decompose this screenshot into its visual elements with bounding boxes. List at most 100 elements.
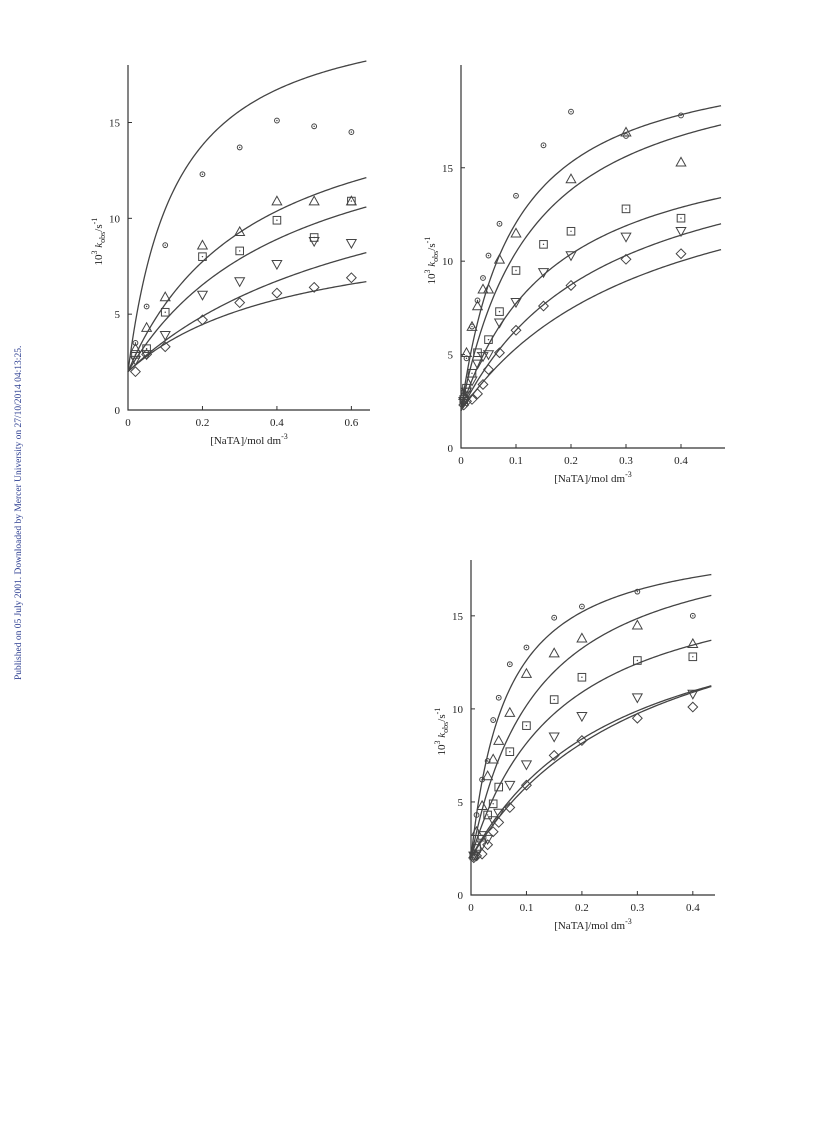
- fit-curve-diamond: [470, 685, 712, 859]
- data-point-square: [235, 246, 244, 256]
- data-point-square-dot: [471, 372, 473, 374]
- fit-curve-triangle: [127, 177, 367, 372]
- data-point-triangle: [687, 637, 699, 649]
- data-point-diamond: [620, 253, 632, 265]
- data-point-square-dot: [238, 250, 241, 252]
- data-point-circle-dot: [276, 119, 278, 122]
- data-point-diamond: [510, 324, 522, 336]
- x-tick-label: 0: [468, 902, 474, 914]
- x-tick-label: 0.4: [686, 902, 700, 914]
- data-point-square-dot: [636, 659, 639, 662]
- data-point-triangle-down: [345, 238, 358, 250]
- data-point-square-dot: [515, 269, 517, 272]
- data-point-triangle: [565, 173, 577, 184]
- data-point-square-dot: [509, 750, 511, 753]
- data-point-square-dot: [201, 255, 204, 258]
- y-axis-label: 103 kobs/s-1: [423, 237, 440, 285]
- data-point-diamond: [196, 314, 208, 326]
- data-point-triangle-down: [271, 260, 283, 271]
- y-tick-label: 15: [452, 611, 464, 623]
- fit-curve-triangle-down: [127, 252, 367, 373]
- data-point-diamond: [345, 272, 357, 284]
- data-point-triangle-down: [631, 693, 644, 704]
- fit-curve-circle: [127, 60, 367, 372]
- data-point-circle-dot: [525, 646, 528, 649]
- data-point-triangle-down: [129, 355, 142, 366]
- data-point-diamond: [493, 816, 505, 828]
- data-point-circle: [473, 812, 480, 818]
- data-point-diamond: [460, 395, 473, 407]
- series-triangle-down: [458, 226, 687, 408]
- data-point-diamond: [487, 826, 499, 838]
- data-point-square-dot: [542, 243, 545, 246]
- data-point-diamond: [493, 347, 506, 359]
- series-circle: [132, 117, 355, 346]
- data-point-square-dot: [581, 676, 583, 678]
- x-tick-label: 0.4: [270, 417, 284, 429]
- data-point-square: [522, 721, 531, 730]
- series-diamond: [129, 272, 357, 378]
- data-point-triangle-down: [576, 712, 588, 723]
- data-point-diamond: [458, 399, 470, 411]
- data-point-triangle: [234, 225, 246, 237]
- data-point-square-dot: [498, 786, 500, 788]
- data-point-triangle: [631, 619, 644, 630]
- data-point-square: [272, 215, 282, 225]
- data-point-triangle: [504, 706, 516, 717]
- data-point-triangle: [159, 291, 171, 302]
- axis-lines: [470, 560, 715, 896]
- fit-curve-triangle-down: [460, 223, 722, 411]
- series-triangle: [468, 619, 699, 859]
- side-note-text: Published on 05 July 2001. Downloaded by…: [14, 346, 24, 680]
- data-point-triangle-down: [482, 350, 495, 361]
- data-point-diamond: [271, 287, 283, 299]
- data-point-diamond: [548, 749, 560, 761]
- data-point-triangle: [140, 321, 153, 332]
- chart-panel-bottom-right: 0 0.1 0.2 0.3 0.4 0 5 10 15 [NaTA]/mol dm-3 103 ko…: [433, 560, 715, 932]
- data-point-square: [495, 307, 504, 316]
- data-point-square-dot: [350, 200, 353, 202]
- data-point-triangle-down: [458, 396, 470, 408]
- data-point-square-dot: [553, 698, 555, 701]
- data-point-square: [483, 810, 492, 820]
- data-point-square: [484, 335, 493, 344]
- data-point-square-dot: [570, 230, 572, 232]
- data-point-square: [488, 799, 498, 809]
- data-point-triangle: [196, 239, 209, 250]
- x-axis-label: [NaTA]/mol dm-3: [554, 917, 632, 932]
- data-point-triangle-down: [460, 387, 473, 398]
- data-point-circle-dot: [201, 173, 204, 175]
- data-point-square: [505, 747, 515, 756]
- fit-curve-triangle: [460, 124, 722, 411]
- data-point-diamond: [482, 364, 495, 376]
- data-point-diamond: [308, 281, 320, 293]
- data-point-diamond: [471, 850, 483, 862]
- data-point-circle-dot: [692, 615, 694, 617]
- data-point-square: [160, 307, 170, 317]
- data-point-circle: [474, 297, 481, 304]
- data-point-circle-dot: [465, 357, 468, 360]
- x-tick-label: 0.1: [509, 455, 523, 467]
- y-tick-label: 10: [452, 704, 464, 716]
- data-point-square: [549, 695, 559, 704]
- data-point-triangle: [476, 799, 488, 810]
- series-diamond: [458, 248, 687, 411]
- data-point-circle-dot: [350, 131, 353, 133]
- y-tick-label: 15: [442, 163, 454, 175]
- data-point-circle-dot: [238, 146, 241, 149]
- data-point-diamond: [631, 712, 643, 724]
- data-point-circle: [199, 171, 206, 178]
- data-point-triangle: [493, 253, 506, 264]
- data-point-circle-dot: [471, 325, 473, 328]
- x-tick-label: 0.4: [674, 455, 688, 467]
- data-point-triangle-down: [159, 330, 171, 342]
- data-point-square: [676, 213, 686, 223]
- data-point-triangle: [482, 283, 495, 294]
- data-point-triangle-down: [234, 277, 246, 288]
- series-square: [131, 196, 356, 359]
- data-point-circle-dot: [313, 125, 315, 128]
- data-point-square-dot: [525, 724, 528, 727]
- data-point-circle-dot: [498, 697, 500, 699]
- chart-panel-top-left: 0 0.2 0.4 0.6 0 5 10 15 [NaTA]/mol dm-3 103 kobs/…: [90, 60, 370, 447]
- data-point-circle-dot: [515, 195, 517, 197]
